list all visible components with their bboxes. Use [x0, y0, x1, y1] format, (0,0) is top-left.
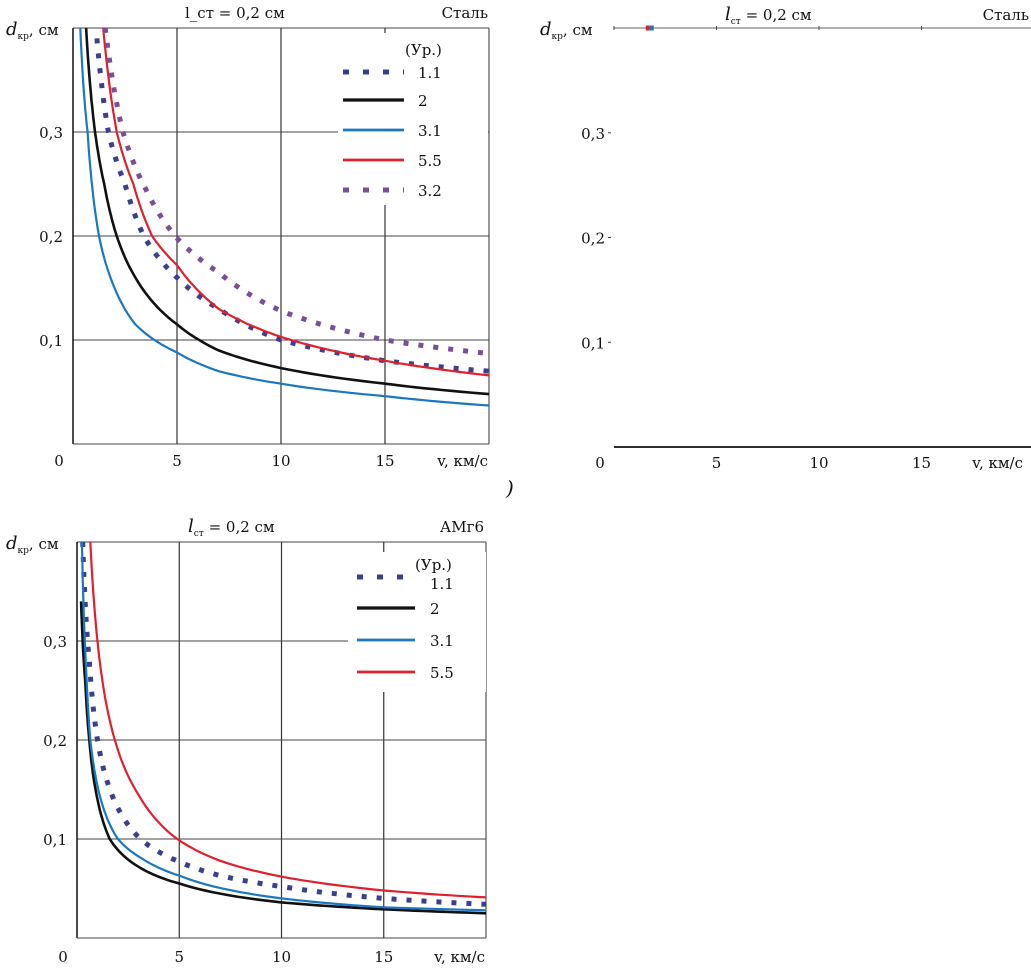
legend-label: 5.5	[430, 664, 454, 682]
series-line-1.1	[94, 38, 490, 374]
title-symbol: l	[725, 4, 731, 25]
ylabel-symbol: d	[6, 19, 18, 40]
legend: (Ур.) 1.1 2 3.1 5.5 3.2	[338, 33, 488, 205]
legend-label: 5.5	[418, 152, 442, 170]
title-subscript: ст	[194, 529, 204, 539]
legend-title: (Ур.)	[415, 556, 452, 574]
ylabel-subscript: кр	[552, 32, 564, 42]
series-line-3.1	[80, 541, 487, 912]
series-line-2	[84, 27, 490, 396]
legend-label: 1.1	[430, 575, 454, 593]
y-tick-label: 0,2	[581, 230, 605, 248]
marker-red	[645, 25, 650, 31]
legend-label: 3.2	[418, 182, 442, 200]
y-tick-label: 0,1	[39, 332, 63, 350]
y-tick-label: 0,2	[43, 732, 67, 750]
x-tick-label: 5	[712, 454, 722, 472]
material-label: АМг6	[440, 518, 484, 536]
panel-label-fragment: )	[506, 476, 514, 500]
chart-steel-empty: lст = 0,2 см Сталь dкр, см 0 5 10 15 0,1 0,2 0,3 v…	[540, 4, 1031, 472]
y-axis-label: dкр, см	[540, 19, 593, 42]
x-axis-label: v, км/с	[436, 452, 488, 470]
ylabel-symbol: d	[540, 19, 552, 40]
legend-background	[338, 33, 488, 205]
chart-title: lст = 0,2 см	[188, 516, 275, 539]
ylabel-symbol: d	[6, 533, 18, 554]
x-axis-label: v, км/с	[971, 454, 1023, 472]
x-tick-label: 15	[375, 452, 394, 470]
title-value: = 0,2 см	[741, 6, 812, 24]
x-tick-label: 0	[595, 454, 605, 472]
x-tick-label: 0	[54, 452, 64, 470]
ylabel-unit: , см	[29, 21, 59, 39]
y-axis-label: dкр, см	[6, 533, 59, 556]
title-value: = 0,2 см	[204, 518, 275, 536]
series-line-5.5	[102, 27, 490, 377]
y-tick-label: 0,2	[39, 228, 63, 246]
y-tick-label: 0,1	[43, 831, 67, 849]
x-tick-label: 15	[374, 948, 393, 966]
legend-background	[348, 552, 486, 692]
x-tick-label: 10	[809, 454, 828, 472]
series-line-3.1	[79, 27, 490, 407]
y-tick-label: 0,3	[39, 124, 63, 142]
y-axis-label: dкр, см	[6, 19, 59, 42]
material-label: Сталь	[442, 4, 488, 22]
title-symbol: l	[188, 516, 194, 537]
legend-label: 1.1	[418, 64, 442, 82]
x-tick-label: 10	[271, 452, 290, 470]
x-tick-label: 0	[58, 948, 68, 966]
chart-steel-full: l_ст = 0,2 см Сталь dкр, см 0 5 10 15 0,1 0,2 0,3…	[6, 4, 490, 470]
ylabel-unit: , см	[563, 21, 593, 39]
y-tick-label: 0,3	[43, 633, 67, 651]
title-subscript: ст	[731, 17, 741, 27]
chart-title: lст = 0,2 см	[725, 4, 812, 27]
material-label: Сталь	[983, 6, 1029, 24]
legend-label: 2	[418, 92, 428, 110]
legend-label: 2	[430, 600, 440, 618]
y-tick-label: 0,1	[581, 334, 605, 352]
legend: (Ур.)1.1 2 3.1 5.5	[348, 552, 486, 692]
chart-title: l_ст = 0,2 см	[185, 4, 285, 22]
x-tick-label: 10	[272, 948, 291, 966]
legend-label: 3.1	[418, 122, 442, 140]
marker-blue	[649, 25, 654, 31]
x-axis-label: v, км/с	[433, 948, 485, 966]
ylabel-subscript: кр	[18, 546, 30, 556]
ylabel-subscript: кр	[18, 32, 30, 42]
x-tick-label: 5	[174, 948, 184, 966]
ylabel-unit: , см	[29, 535, 59, 553]
series-line-5.5	[89, 541, 487, 899]
x-tick-label: 15	[912, 454, 931, 472]
y-tick-label: 0,3	[581, 125, 605, 143]
legend-label: 3.1	[430, 632, 454, 650]
legend-title: (Ур.)	[405, 41, 442, 59]
chart-amg6: lст = 0,2 см АМг6 dкр, см 0 5 10 15 0,1 0,2 0,3 v,…	[6, 516, 487, 966]
series-line-2	[79, 601, 487, 915]
x-tick-label: 5	[172, 452, 182, 470]
